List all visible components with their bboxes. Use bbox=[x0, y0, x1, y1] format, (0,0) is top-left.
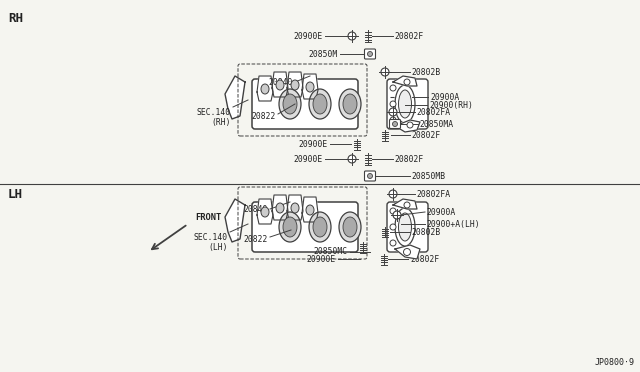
Text: 20900E: 20900E bbox=[299, 140, 328, 148]
Text: 20822: 20822 bbox=[252, 112, 276, 121]
Circle shape bbox=[407, 122, 413, 128]
Circle shape bbox=[390, 224, 396, 230]
FancyBboxPatch shape bbox=[365, 49, 376, 59]
Text: LH: LH bbox=[8, 188, 23, 201]
Polygon shape bbox=[287, 195, 303, 220]
Text: SEC.140
(LH): SEC.140 (LH) bbox=[194, 233, 228, 252]
Ellipse shape bbox=[395, 85, 415, 123]
Polygon shape bbox=[272, 72, 288, 97]
Text: 20802B: 20802B bbox=[411, 67, 440, 77]
Ellipse shape bbox=[279, 212, 301, 242]
Ellipse shape bbox=[291, 80, 299, 90]
Polygon shape bbox=[287, 72, 303, 97]
Polygon shape bbox=[272, 195, 288, 220]
Circle shape bbox=[404, 79, 410, 85]
Ellipse shape bbox=[339, 212, 361, 242]
FancyBboxPatch shape bbox=[252, 202, 358, 252]
Ellipse shape bbox=[399, 213, 412, 241]
Ellipse shape bbox=[339, 89, 361, 119]
Text: JP0800·9: JP0800·9 bbox=[595, 358, 635, 367]
Text: 20822: 20822 bbox=[244, 234, 268, 244]
Text: 20802F: 20802F bbox=[394, 154, 423, 164]
Circle shape bbox=[367, 51, 372, 57]
Text: 20850MB: 20850MB bbox=[411, 171, 445, 180]
Polygon shape bbox=[302, 74, 318, 99]
Polygon shape bbox=[225, 199, 245, 242]
Circle shape bbox=[389, 108, 397, 116]
Circle shape bbox=[390, 240, 396, 246]
Polygon shape bbox=[257, 199, 273, 224]
FancyBboxPatch shape bbox=[390, 119, 401, 128]
Text: FRONT: FRONT bbox=[195, 212, 221, 221]
Text: 20850MC: 20850MC bbox=[314, 247, 348, 257]
Text: SEC.140
(RH): SEC.140 (RH) bbox=[197, 108, 231, 127]
Ellipse shape bbox=[313, 217, 327, 237]
Circle shape bbox=[367, 173, 372, 179]
Text: 20802F: 20802F bbox=[410, 254, 439, 263]
Text: 20850M: 20850M bbox=[308, 49, 338, 58]
Circle shape bbox=[348, 155, 356, 163]
Text: 20900E: 20900E bbox=[307, 254, 336, 263]
Ellipse shape bbox=[399, 90, 412, 118]
Text: 20802B: 20802B bbox=[411, 228, 440, 237]
Text: 20802FA: 20802FA bbox=[416, 108, 450, 116]
Circle shape bbox=[393, 211, 401, 219]
Ellipse shape bbox=[261, 84, 269, 94]
Ellipse shape bbox=[283, 217, 297, 237]
Ellipse shape bbox=[309, 212, 331, 242]
Ellipse shape bbox=[276, 80, 284, 90]
Circle shape bbox=[348, 32, 356, 40]
Circle shape bbox=[390, 208, 396, 214]
Text: 20802FA: 20802FA bbox=[416, 189, 450, 199]
FancyBboxPatch shape bbox=[387, 202, 428, 252]
Circle shape bbox=[390, 85, 396, 91]
Text: 20900E: 20900E bbox=[294, 32, 323, 41]
Ellipse shape bbox=[291, 203, 299, 213]
Circle shape bbox=[403, 248, 410, 256]
Ellipse shape bbox=[283, 94, 297, 114]
Ellipse shape bbox=[309, 89, 331, 119]
Ellipse shape bbox=[343, 217, 357, 237]
Ellipse shape bbox=[261, 207, 269, 217]
Polygon shape bbox=[395, 245, 420, 259]
Ellipse shape bbox=[279, 89, 301, 119]
Circle shape bbox=[390, 101, 396, 107]
FancyBboxPatch shape bbox=[365, 171, 376, 181]
Text: 20900+A(LH): 20900+A(LH) bbox=[426, 219, 479, 228]
Text: 20900(RH): 20900(RH) bbox=[429, 100, 473, 109]
Ellipse shape bbox=[276, 203, 284, 213]
FancyBboxPatch shape bbox=[387, 79, 428, 129]
Polygon shape bbox=[393, 199, 417, 209]
Ellipse shape bbox=[395, 208, 415, 246]
Polygon shape bbox=[302, 197, 318, 222]
Polygon shape bbox=[225, 76, 245, 119]
Text: 20840: 20840 bbox=[244, 205, 268, 214]
Ellipse shape bbox=[343, 94, 357, 114]
Circle shape bbox=[381, 68, 389, 76]
Text: 20850MA: 20850MA bbox=[419, 119, 453, 128]
Polygon shape bbox=[395, 120, 420, 132]
Text: 20802F: 20802F bbox=[411, 131, 440, 140]
Circle shape bbox=[389, 190, 397, 198]
Text: 20840: 20840 bbox=[269, 77, 293, 87]
Circle shape bbox=[392, 122, 397, 126]
Text: 20802F: 20802F bbox=[394, 32, 423, 41]
Ellipse shape bbox=[313, 94, 327, 114]
Text: 20900A: 20900A bbox=[426, 208, 455, 217]
FancyBboxPatch shape bbox=[252, 79, 358, 129]
Circle shape bbox=[404, 202, 410, 208]
Ellipse shape bbox=[306, 205, 314, 215]
Text: 20900E: 20900E bbox=[294, 154, 323, 164]
Polygon shape bbox=[257, 76, 273, 101]
Ellipse shape bbox=[306, 82, 314, 92]
Circle shape bbox=[390, 117, 396, 123]
Polygon shape bbox=[393, 76, 417, 86]
Text: RH: RH bbox=[8, 12, 23, 25]
Text: 20900A: 20900A bbox=[430, 93, 460, 102]
